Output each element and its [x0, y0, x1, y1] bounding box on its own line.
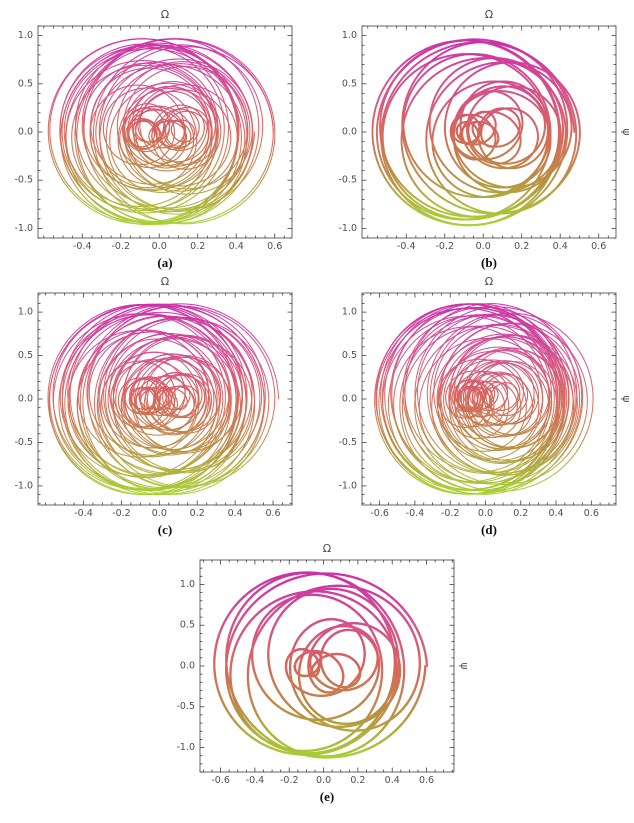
subfigure-caption-b: (b)	[481, 255, 497, 270]
figure-row-1: (a) (b)	[0, 6, 634, 271]
subfigure-caption-c: (c)	[157, 522, 173, 537]
figure-row-2: (c) (d)	[0, 273, 634, 538]
subfigure-caption-e: (e)	[319, 789, 335, 804]
subfigure-caption-a: (a)	[157, 255, 173, 270]
plot-a: (a)	[4, 6, 306, 271]
subfigure-caption-d: (d)	[481, 522, 497, 537]
figure-row-3: (e)	[0, 540, 634, 805]
plot-c: (c)	[4, 273, 306, 538]
phase-plot-canvas-b	[328, 6, 630, 256]
plot-d: (d)	[328, 273, 630, 538]
phase-plot-canvas-a	[4, 6, 306, 256]
phase-plot-canvas-e	[166, 540, 468, 790]
phase-plot-canvas-d	[328, 273, 630, 523]
figure-page: (a) (b) (c) (d) (e)	[0, 6, 634, 805]
plot-b: (b)	[328, 6, 630, 271]
phase-plot-canvas-c	[4, 273, 306, 523]
plot-e: (e)	[166, 540, 468, 805]
